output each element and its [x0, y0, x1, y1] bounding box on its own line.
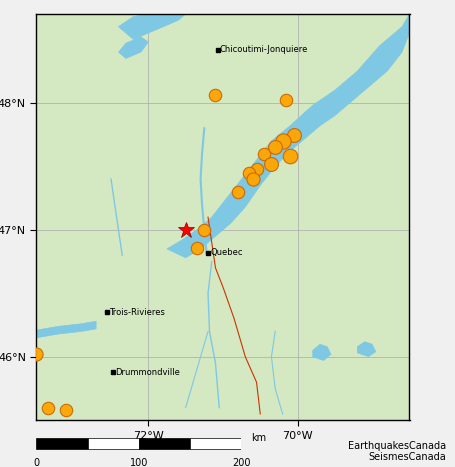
- Point: [253, 165, 260, 173]
- Point: [272, 143, 279, 151]
- Polygon shape: [118, 37, 148, 58]
- Point: [63, 406, 70, 414]
- Text: Trois-Rivieres: Trois-Rivieres: [110, 308, 166, 317]
- Text: km: km: [251, 433, 267, 443]
- Point: [234, 188, 242, 196]
- Text: Quebec: Quebec: [210, 248, 243, 257]
- Point: [290, 131, 298, 138]
- Point: [33, 351, 40, 358]
- Text: 200: 200: [232, 458, 250, 467]
- Point: [212, 92, 219, 99]
- Text: Drummondville: Drummondville: [115, 368, 180, 376]
- Bar: [139, 438, 190, 449]
- Point: [268, 160, 275, 168]
- Point: [193, 244, 201, 251]
- Point: [279, 137, 286, 145]
- Text: 0: 0: [33, 458, 40, 467]
- Point: [260, 150, 268, 157]
- Text: Sherbrooke: Sherbrooke: [0, 466, 1, 467]
- Text: Chicoutimi-Jonquiere: Chicoutimi-Jonquiere: [220, 45, 308, 54]
- Text: EarthquakesCanada
SeismesCanada: EarthquakesCanada SeismesCanada: [348, 441, 446, 462]
- Bar: [36, 438, 87, 449]
- Point: [201, 226, 208, 234]
- Point: [44, 404, 51, 411]
- Point: [287, 153, 294, 160]
- Bar: [190, 438, 241, 449]
- Polygon shape: [167, 14, 410, 258]
- Point: [245, 169, 253, 177]
- Polygon shape: [118, 14, 186, 39]
- Polygon shape: [36, 321, 96, 338]
- Text: 100: 100: [130, 458, 148, 467]
- Bar: [87, 438, 139, 449]
- Point: [249, 175, 257, 183]
- Point: [283, 97, 290, 104]
- Polygon shape: [357, 341, 376, 357]
- Polygon shape: [313, 344, 331, 361]
